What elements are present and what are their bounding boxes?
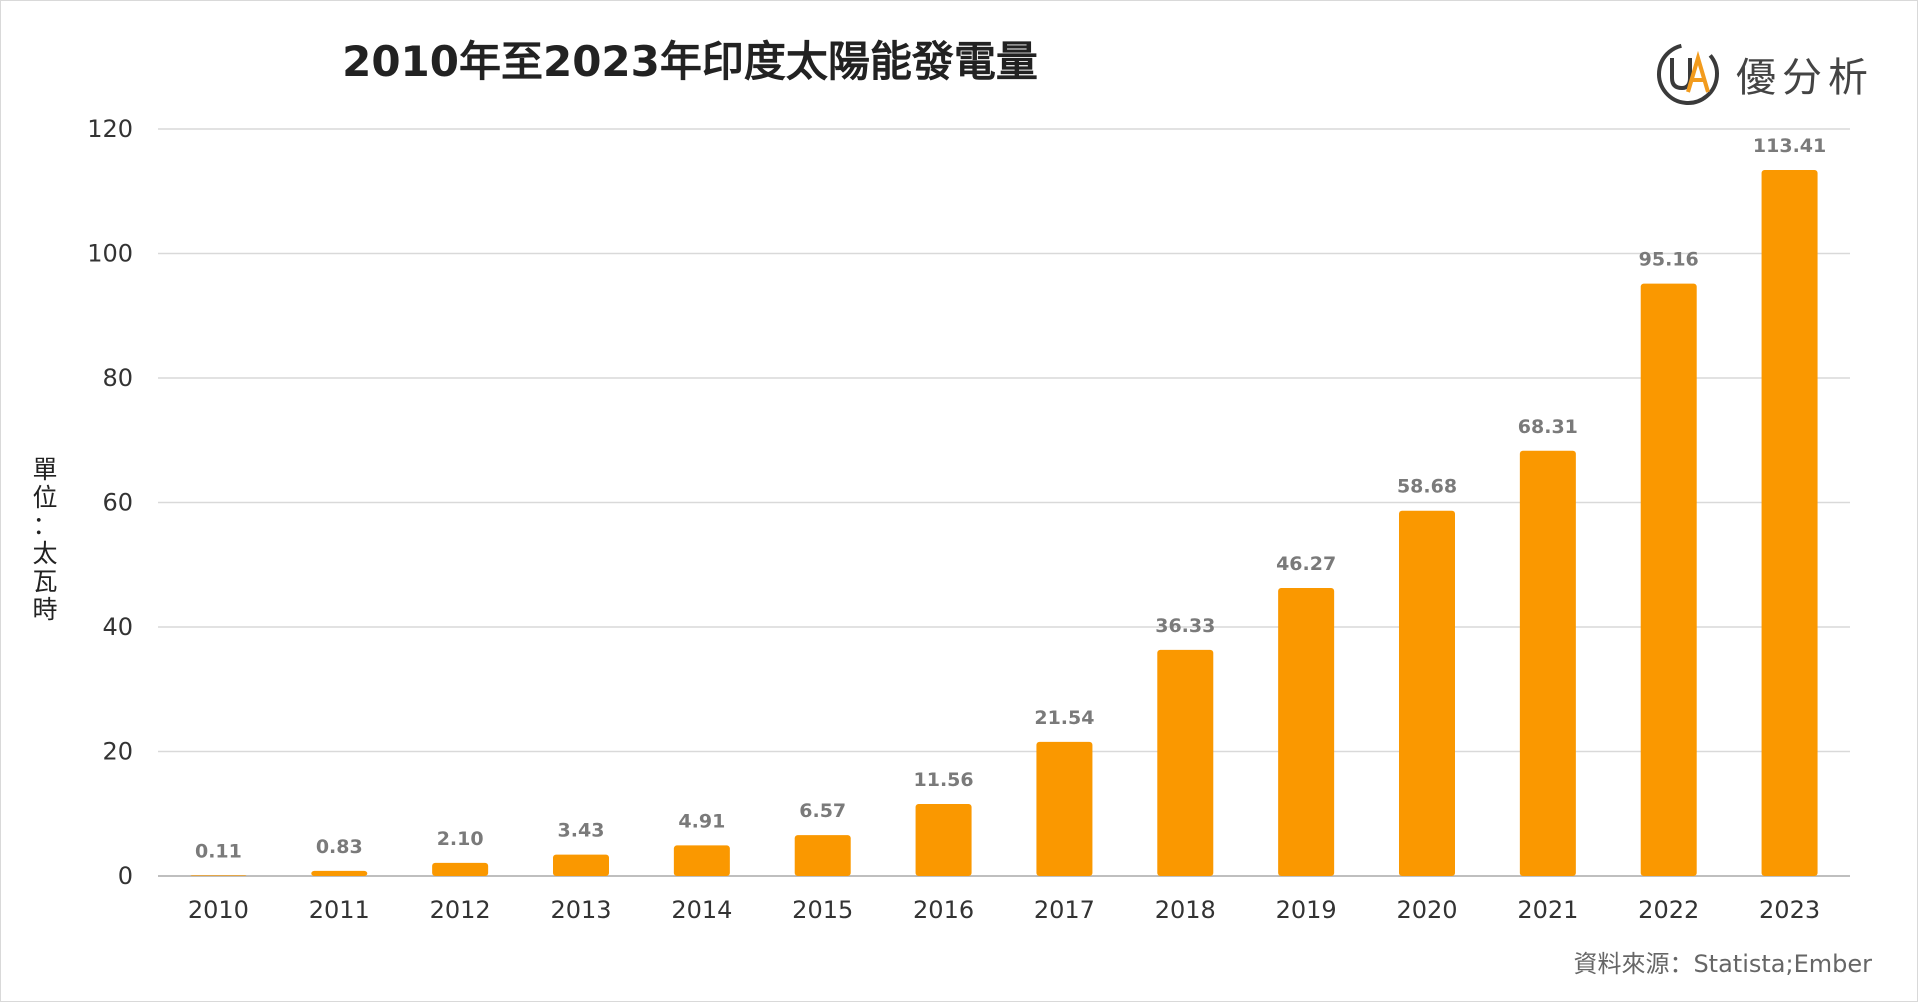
y-axis-unit-label: 單位：太瓦時 bbox=[32, 455, 58, 624]
bar bbox=[1157, 649, 1214, 876]
bar bbox=[190, 875, 247, 876]
data-label: 36.33 bbox=[1155, 615, 1215, 637]
x-tick-label: 2020 bbox=[1396, 896, 1457, 924]
y-tick-label: 120 bbox=[87, 115, 133, 143]
x-tick-label: 2011 bbox=[309, 896, 370, 924]
bar bbox=[794, 835, 851, 876]
data-label: 21.54 bbox=[1034, 707, 1094, 729]
x-tick-label: 2018 bbox=[1155, 896, 1216, 924]
data-label: 113.41 bbox=[1753, 135, 1826, 157]
y-tick-label: 60 bbox=[102, 489, 133, 517]
data-label: 68.31 bbox=[1518, 416, 1578, 438]
bar bbox=[553, 854, 609, 876]
x-tick-label: 2019 bbox=[1276, 896, 1337, 924]
bar bbox=[311, 870, 368, 876]
data-label: 4.91 bbox=[678, 810, 725, 832]
bar bbox=[1640, 283, 1697, 876]
data-label: 0.11 bbox=[195, 840, 242, 862]
bar bbox=[673, 845, 730, 876]
bar bbox=[1519, 450, 1576, 876]
logo-text: 優分析 bbox=[1736, 55, 1874, 101]
data-label: 95.16 bbox=[1639, 249, 1699, 271]
bar bbox=[915, 804, 972, 876]
x-tick-label: 2014 bbox=[671, 896, 732, 924]
y-tick-label: 100 bbox=[87, 240, 133, 268]
x-tick-label: 2017 bbox=[1034, 896, 1095, 924]
bar bbox=[432, 862, 489, 876]
x-tick-label: 2021 bbox=[1517, 896, 1578, 924]
data-label: 11.56 bbox=[914, 769, 974, 791]
ua-logo-icon bbox=[1657, 43, 1719, 105]
data-label: 6.57 bbox=[799, 800, 846, 822]
bar bbox=[1399, 510, 1455, 876]
bar bbox=[1278, 587, 1335, 876]
y-tick-label: 0 bbox=[118, 862, 133, 890]
y-tick-label: 80 bbox=[102, 364, 133, 392]
bar bbox=[1036, 741, 1093, 876]
x-tick-label: 2013 bbox=[550, 896, 611, 924]
chart-title: 2010年至2023年印度太陽能發電量 bbox=[342, 37, 1038, 86]
data-label: 2.10 bbox=[437, 828, 484, 850]
brand-logo: 優分析 bbox=[1652, 38, 1874, 110]
x-tick-label: 2015 bbox=[792, 896, 853, 924]
data-label: 58.68 bbox=[1397, 476, 1457, 498]
data-label: 0.83 bbox=[316, 836, 363, 858]
y-tick-label: 40 bbox=[102, 613, 133, 641]
bar bbox=[1761, 170, 1818, 876]
data-label: 3.43 bbox=[558, 820, 605, 842]
x-tick-label: 2016 bbox=[913, 896, 974, 924]
data-label: 46.27 bbox=[1276, 553, 1336, 575]
y-tick-label: 20 bbox=[102, 738, 133, 766]
x-tick-label: 2022 bbox=[1638, 896, 1699, 924]
x-tick-label: 2010 bbox=[188, 896, 249, 924]
x-tick-label: 2012 bbox=[430, 896, 491, 924]
source-note: 資料來源：Statista;Ember bbox=[1573, 950, 1872, 978]
x-tick-label: 2023 bbox=[1759, 896, 1820, 924]
